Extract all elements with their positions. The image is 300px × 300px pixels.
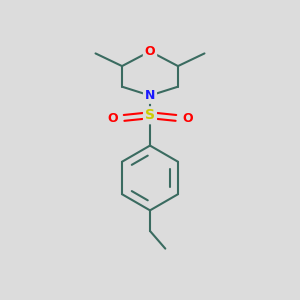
Text: O: O [182, 112, 193, 125]
Text: N: N [145, 89, 155, 102]
Text: S: S [145, 108, 155, 122]
Text: O: O [145, 45, 155, 58]
Text: O: O [107, 112, 118, 125]
